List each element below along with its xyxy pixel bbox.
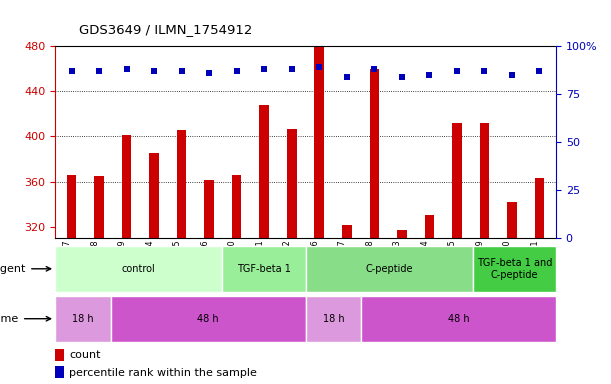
Bar [111, 296, 306, 342]
Bar [122, 135, 131, 238]
Point [480, 68, 489, 74]
Point [425, 72, 434, 78]
Bar [177, 130, 186, 238]
Text: time: time [0, 314, 51, 324]
Bar [306, 246, 472, 292]
Point [94, 68, 104, 74]
Bar [342, 225, 351, 238]
Bar [94, 176, 104, 238]
Text: TGF-beta 1: TGF-beta 1 [237, 264, 291, 274]
Bar [397, 230, 407, 238]
Bar [55, 349, 64, 361]
Text: C-peptide: C-peptide [365, 264, 413, 274]
Bar [535, 178, 544, 238]
Bar [55, 366, 64, 379]
Text: 18 h: 18 h [72, 314, 93, 324]
Text: percentile rank within the sample: percentile rank within the sample [69, 367, 257, 377]
Text: 48 h: 48 h [448, 314, 469, 324]
Text: count: count [69, 350, 101, 360]
Point [204, 70, 214, 76]
Bar [425, 215, 434, 238]
Point [342, 74, 352, 80]
Bar [452, 123, 462, 238]
Point [232, 68, 241, 74]
Text: agent: agent [0, 264, 51, 274]
Text: control: control [122, 264, 155, 274]
Point [370, 66, 379, 72]
Text: 48 h: 48 h [197, 314, 219, 324]
Bar [232, 175, 241, 238]
Point [259, 66, 269, 72]
Bar [507, 202, 517, 238]
Point [397, 74, 407, 80]
Bar [222, 246, 306, 292]
Bar [149, 153, 159, 238]
Bar [306, 296, 361, 342]
Text: GDS3649 / ILMN_1754912: GDS3649 / ILMN_1754912 [79, 23, 253, 36]
Text: TGF-beta 1 and
C-peptide: TGF-beta 1 and C-peptide [477, 258, 552, 280]
Bar [370, 69, 379, 238]
Text: 18 h: 18 h [323, 314, 344, 324]
Point [535, 68, 544, 74]
Point [287, 66, 296, 72]
Point [177, 68, 186, 74]
Point [315, 64, 324, 70]
Bar [472, 246, 556, 292]
Bar [204, 180, 214, 238]
Point [122, 66, 131, 72]
Bar [67, 175, 76, 238]
Point [452, 68, 462, 74]
Point [507, 72, 517, 78]
Point [149, 68, 159, 74]
Bar [315, 46, 324, 238]
Bar [55, 296, 111, 342]
Bar [361, 296, 556, 342]
Bar [287, 129, 296, 238]
Bar [480, 123, 489, 238]
Point [67, 68, 76, 74]
Bar [260, 105, 269, 238]
Bar [55, 246, 222, 292]
